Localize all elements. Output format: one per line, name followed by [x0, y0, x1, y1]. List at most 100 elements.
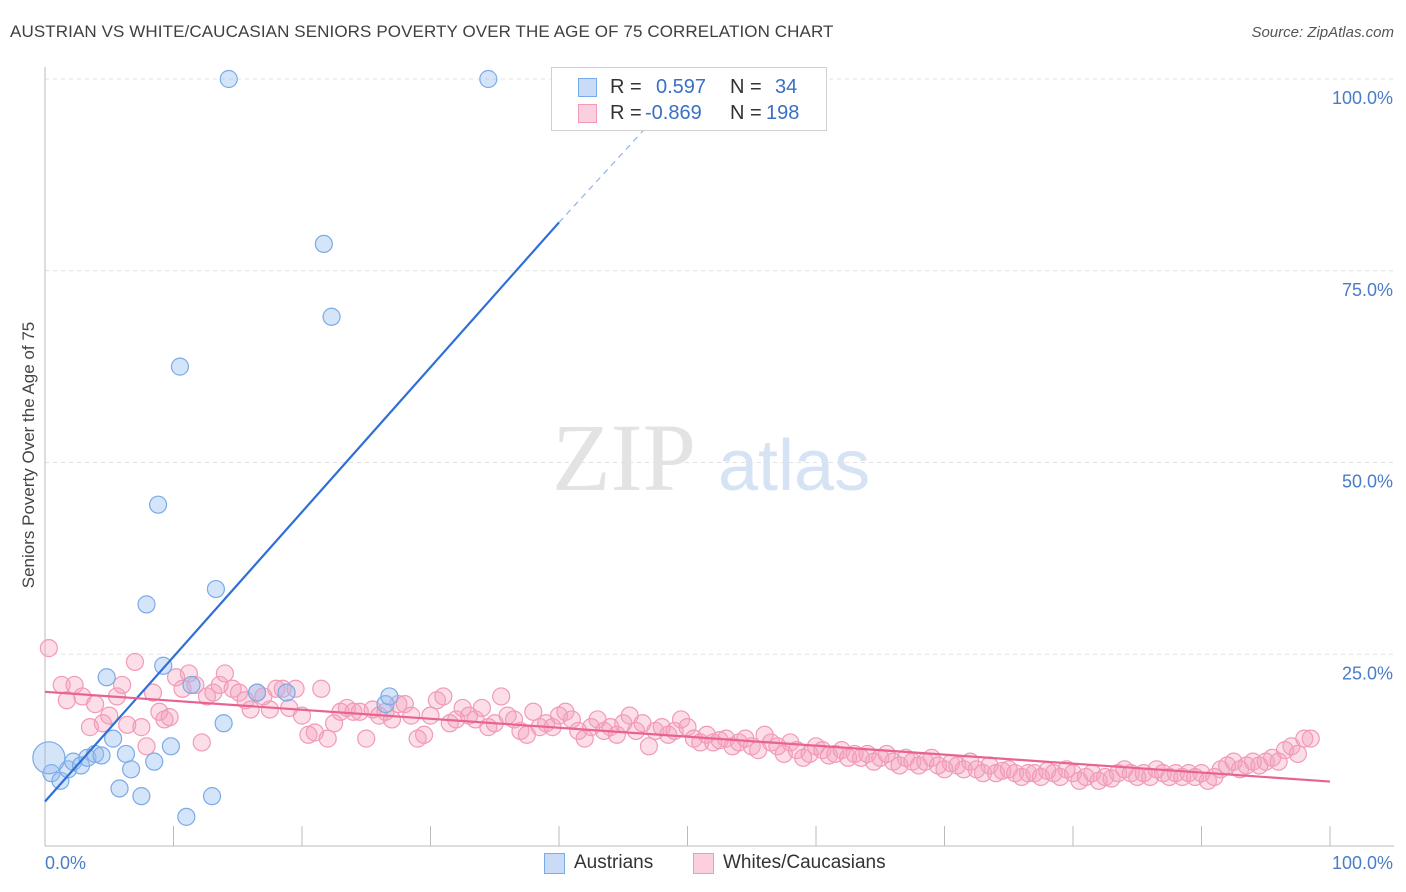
whites-caucasians-point	[492, 687, 511, 706]
legend-box: R = 0.597 N = 34 R = -0.869 N = 198	[551, 67, 827, 131]
whites-caucasians-point	[434, 687, 453, 706]
trend-lines	[44, 116, 1331, 803]
y-axis-label: Seniors Poverty Over the Age of 75	[19, 321, 38, 589]
whites-caucasians-point	[472, 698, 491, 718]
y-tick-label: 25.0%	[1342, 663, 1393, 683]
austrians-point	[202, 787, 222, 806]
whites-caucasians-point	[421, 706, 440, 725]
whites-caucasians-point	[132, 718, 151, 737]
bottom-legend-swatch-whites	[693, 852, 714, 874]
austrians-trend-extension	[558, 116, 656, 223]
austrians-point	[182, 675, 201, 695]
austrians-point	[132, 787, 151, 806]
whites-caucasians-point	[143, 683, 163, 702]
chart-title: AUSTRIAN VS WHITE/CAUCASIAN SENIORS POVE…	[10, 22, 834, 41]
bottom-legend-whites: Whites/Caucasians	[693, 852, 886, 874]
austrians-points	[32, 69, 498, 826]
austrians-point	[247, 683, 267, 702]
austrians-point	[92, 746, 111, 765]
whites-caucasians-point	[402, 706, 421, 725]
whites-caucasians-point	[192, 733, 211, 752]
austrians-point	[380, 687, 399, 706]
austrians-trend-line	[44, 221, 560, 803]
whites-caucasians-point	[1301, 729, 1320, 748]
whites-caucasians-point	[357, 729, 376, 748]
whites-caucasians-point	[86, 695, 105, 714]
tick-labels: 25.0% 50.0% 75.0% 100.0% 0.0% 100.0%	[45, 88, 1393, 873]
source-label: Source: ZipAtlas.com	[1251, 24, 1394, 41]
whites-caucasians-point	[325, 714, 344, 733]
austrians-point	[97, 668, 116, 687]
legend-r-label-whites: R =	[610, 102, 642, 124]
legend-n-label-whites: N =	[730, 102, 762, 124]
y-tick-label: 100.0%	[1332, 88, 1393, 108]
austrians-point	[121, 760, 141, 779]
legend-r-label-austrians: R =	[610, 76, 642, 98]
whites-caucasians-point	[241, 700, 260, 719]
austrians-point	[137, 595, 156, 614]
austrians-point	[161, 737, 181, 756]
whites-caucasians-trend-line	[44, 690, 1331, 783]
whites-caucasians-point	[39, 639, 58, 658]
whites-caucasians-point	[286, 679, 305, 698]
austrians-point	[206, 579, 226, 599]
legend-n-label-austrians: N =	[730, 76, 762, 98]
austrians-point	[104, 729, 123, 748]
whites-caucasians-point	[312, 679, 331, 698]
whites-caucasians-point	[1295, 729, 1314, 748]
watermark-atlas: atlas	[718, 426, 870, 506]
whites-caucasians-point	[57, 691, 76, 710]
whites-caucasians-point	[179, 664, 199, 683]
austrians-point	[277, 683, 296, 702]
whites-caucasians-point	[639, 737, 659, 756]
whites-caucasians-point	[1288, 744, 1307, 764]
whites-caucasians-point	[1269, 752, 1288, 771]
legend-swatch-whites	[578, 104, 597, 123]
whites-caucasians-point	[414, 725, 434, 744]
whites-caucasians-point	[292, 706, 312, 725]
y-tick-label: 75.0%	[1342, 280, 1393, 300]
whites-caucasians-point	[382, 710, 402, 729]
austrians-point	[214, 714, 233, 733]
watermark-zip: ZIP	[552, 404, 696, 511]
legend-r-value-austrians: 0.597	[656, 76, 707, 98]
whites-caucasians-point	[186, 675, 205, 695]
whites-caucasians-point	[160, 708, 179, 727]
austrians-point	[154, 656, 173, 675]
bottom-legend-label-whites: Whites/Caucasians	[723, 852, 886, 873]
austrians-point	[219, 69, 238, 89]
austrians-point	[177, 807, 196, 826]
x-tick-label: 100.0%	[1332, 853, 1393, 873]
whites-caucasians-point	[267, 679, 286, 698]
whites-caucasians-point	[100, 706, 119, 725]
whites-caucasians-point	[318, 729, 337, 748]
austrians-point	[110, 779, 129, 798]
whites-caucasians-point	[137, 737, 156, 756]
whites-caucasians-point	[215, 664, 234, 683]
watermark: ZIP atlas	[552, 404, 870, 511]
austrians-point	[32, 741, 66, 775]
austrians-point	[116, 744, 136, 764]
austrians-point	[314, 234, 333, 254]
legend-swatch-austrians	[578, 78, 597, 97]
austrians-point	[145, 752, 164, 771]
legend-r-value-whites: -0.869	[645, 102, 702, 124]
axes	[44, 67, 1394, 847]
legend-n-value-whites: 198	[766, 102, 800, 124]
gridlines	[45, 78, 1394, 655]
whites-caucasians-point	[260, 700, 279, 719]
austrians-point	[322, 307, 341, 326]
austrians-point	[170, 357, 190, 376]
whites-caucasians-point	[112, 675, 132, 695]
austrians-point	[479, 69, 498, 89]
bottom-legend-austrians: Austrians	[544, 852, 653, 874]
y-tick-label: 50.0%	[1342, 472, 1393, 492]
austrians-point	[148, 495, 168, 514]
bottom-legend-swatch-austrians	[544, 852, 565, 874]
legend-n-value-austrians: 34	[775, 76, 798, 98]
bottom-legend-label-austrians: Austrians	[574, 852, 654, 873]
whites-caucasians-point	[125, 652, 145, 672]
whites-caucasians-point	[118, 715, 137, 734]
whites-caucasians-point	[395, 695, 414, 714]
